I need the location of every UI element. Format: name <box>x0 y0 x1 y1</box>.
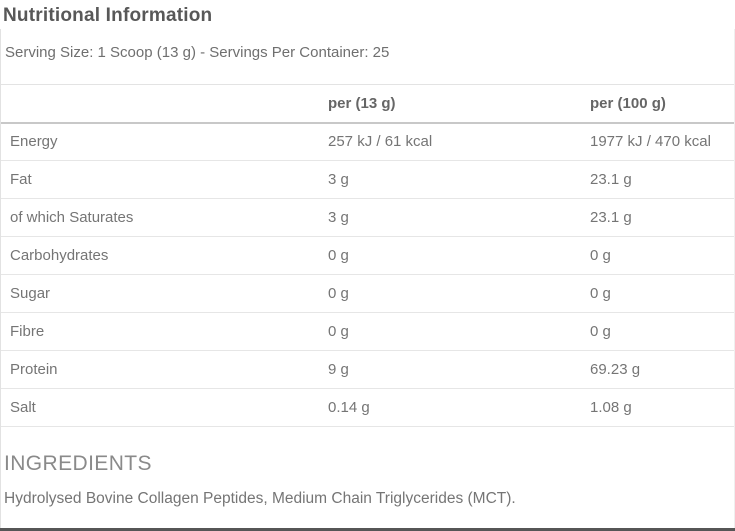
table-row: Salt 0.14 g 1.08 g <box>1 388 734 427</box>
value-per-100g: 0 g <box>581 312 734 351</box>
value-per-13g: 257 kJ / 61 kcal <box>319 122 581 161</box>
table-row: Energy 257 kJ / 61 kcal 1977 kJ / 470 kc… <box>1 122 734 161</box>
value-per-100g: 0 g <box>581 236 734 275</box>
page-title: Nutritional Information <box>3 5 213 26</box>
value-per-13g: 0.14 g <box>319 388 581 427</box>
value-per-100g: 23.1 g <box>581 160 734 199</box>
row-label: Fat <box>1 160 319 199</box>
table-row: Protein 9 g 69.23 g <box>1 350 734 389</box>
value-per-100g: 1.08 g <box>581 388 734 427</box>
header-spacer <box>1 84 319 124</box>
header-per-100g: per (100 g) <box>581 84 734 124</box>
row-label: Carbohydrates <box>1 236 319 275</box>
row-label: Energy <box>1 122 319 161</box>
value-per-13g: 0 g <box>319 236 581 275</box>
value-per-13g: 3 g <box>319 160 581 199</box>
value-per-100g: 23.1 g <box>581 198 734 237</box>
table-row: Fibre 0 g 0 g <box>1 312 734 351</box>
row-label: Fibre <box>1 312 319 351</box>
table-row: of which Saturates 3 g 23.1 g <box>1 198 734 237</box>
value-per-13g: 0 g <box>319 312 581 351</box>
panel-content: Serving Size: 1 Scoop (13 g) - Servings … <box>0 29 735 528</box>
value-per-13g: 0 g <box>319 274 581 313</box>
serving-info: Serving Size: 1 Scoop (13 g) - Servings … <box>5 44 390 61</box>
header-per-13g: per (13 g) <box>319 84 581 124</box>
table-header-row: per (13 g) per (100 g) <box>1 84 734 124</box>
table-row: Sugar 0 g 0 g <box>1 274 734 313</box>
value-per-100g: 0 g <box>581 274 734 313</box>
row-label: of which Saturates <box>1 198 319 237</box>
value-per-100g: 69.23 g <box>581 350 734 389</box>
table-row: Fat 3 g 23.1 g <box>1 160 734 199</box>
ingredients-heading: INGREDIENTS <box>4 452 152 475</box>
ingredients-text: Hydrolysed Bovine Collagen Peptides, Med… <box>4 490 516 507</box>
nutrition-table: per (13 g) per (100 g) Energy 257 kJ / 6… <box>1 84 734 427</box>
table-row: Carbohydrates 0 g 0 g <box>1 236 734 275</box>
row-label: Sugar <box>1 274 319 313</box>
value-per-13g: 3 g <box>319 198 581 237</box>
value-per-100g: 1977 kJ / 470 kcal <box>581 122 734 161</box>
row-label: Salt <box>1 388 319 427</box>
value-per-13g: 9 g <box>319 350 581 389</box>
row-label: Protein <box>1 350 319 389</box>
